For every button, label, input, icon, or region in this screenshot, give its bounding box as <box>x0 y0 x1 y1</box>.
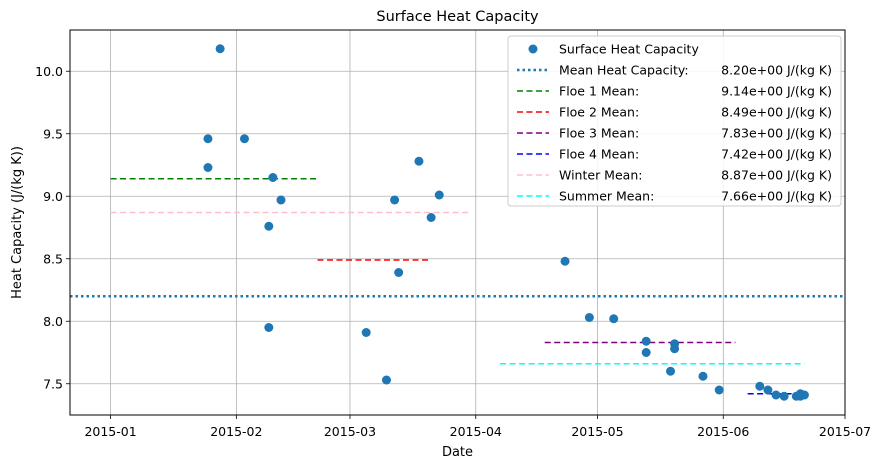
data-point <box>799 390 809 400</box>
data-point <box>414 156 424 166</box>
x-tick-label: 2015-01 <box>84 424 136 439</box>
data-point <box>560 256 570 266</box>
data-point <box>394 268 404 277</box>
x-tick-label: 2015-06 <box>697 424 749 439</box>
data-point <box>641 336 651 346</box>
data-point <box>641 348 651 357</box>
y-axis-label: Heat Capacity (J/(kg K)) <box>10 146 25 299</box>
data-point <box>239 134 249 144</box>
y-tick-label: 8.5 <box>43 251 63 266</box>
data-point <box>276 195 286 205</box>
data-point <box>203 163 213 172</box>
legend-label: Floe 2 Mean: <box>559 105 639 120</box>
legend-value: 7.42e+00 J/(kg K) <box>721 147 832 162</box>
data-point <box>434 190 444 200</box>
data-point <box>666 366 676 376</box>
x-axis-ticks: 2015-01 2015-02 2015-03 2015-04 2015-05 2015-… <box>84 415 871 439</box>
reference-lines <box>70 177 845 395</box>
y-tick-label: 9.0 <box>43 189 63 204</box>
data-point <box>215 44 225 54</box>
data-point <box>264 221 274 231</box>
data-point <box>203 134 213 144</box>
y-tick-label: 9.5 <box>43 126 63 141</box>
legend-value: 9.14e+00 J/(kg K) <box>721 84 832 99</box>
data-point <box>771 390 781 400</box>
data-point <box>390 195 400 205</box>
y-tick-label: 7.5 <box>43 376 63 391</box>
chart-title: Surface Heat Capacity <box>376 9 539 25</box>
x-tick-label: 2015-03 <box>324 424 376 439</box>
x-tick-label: 2015-02 <box>210 424 262 439</box>
data-point <box>268 173 278 182</box>
data-points <box>203 44 809 401</box>
data-point <box>763 385 773 395</box>
data-point <box>584 313 594 322</box>
legend-box <box>507 35 842 207</box>
x-axis-label: Date <box>442 445 473 460</box>
data-point <box>698 371 708 381</box>
data-point <box>361 328 371 337</box>
plot-frame <box>69 29 846 416</box>
legend-label: Summer Mean: <box>559 189 654 204</box>
legend-label: Floe 3 Mean: <box>559 126 639 141</box>
legend-label: Mean Heat Capacity: <box>559 63 689 78</box>
legend-value: 8.87e+00 J/(kg K) <box>721 168 832 183</box>
legend-label: Winter Mean: <box>559 168 642 183</box>
legend-label: Floe 4 Mean: <box>559 147 639 162</box>
data-point <box>609 314 619 324</box>
legend: Surface Heat Capacity Mean Heat Capacity:… <box>507 35 842 207</box>
legend-value: 8.49e+00 J/(kg K) <box>721 105 832 120</box>
legend-label: Surface Heat Capacity <box>559 42 699 57</box>
legend-label: Floe 1 Mean: <box>559 84 639 99</box>
data-point <box>381 375 391 385</box>
data-point <box>779 391 789 401</box>
data-point <box>755 381 765 391</box>
x-tick-label: 2015-07 <box>819 424 871 439</box>
data-point <box>714 385 724 395</box>
data-point <box>670 344 680 354</box>
legend-value: 8.20e+00 J/(kg K) <box>721 63 832 78</box>
legend-marker <box>528 44 538 54</box>
data-point <box>426 213 436 222</box>
x-tick-label: 2015-04 <box>450 424 502 439</box>
legend-value: 7.66e+00 J/(kg K) <box>721 189 832 204</box>
y-tick-label: 8.0 <box>43 314 63 329</box>
y-tick-label: 10.0 <box>35 64 63 79</box>
x-tick-label: 2015-05 <box>571 424 623 439</box>
legend-value: 7.83e+00 J/(kg K) <box>721 126 832 141</box>
data-point <box>264 323 274 332</box>
y-axis-ticks: 7.5 8.0 8.5 9.0 9.5 10.0 <box>35 64 70 391</box>
